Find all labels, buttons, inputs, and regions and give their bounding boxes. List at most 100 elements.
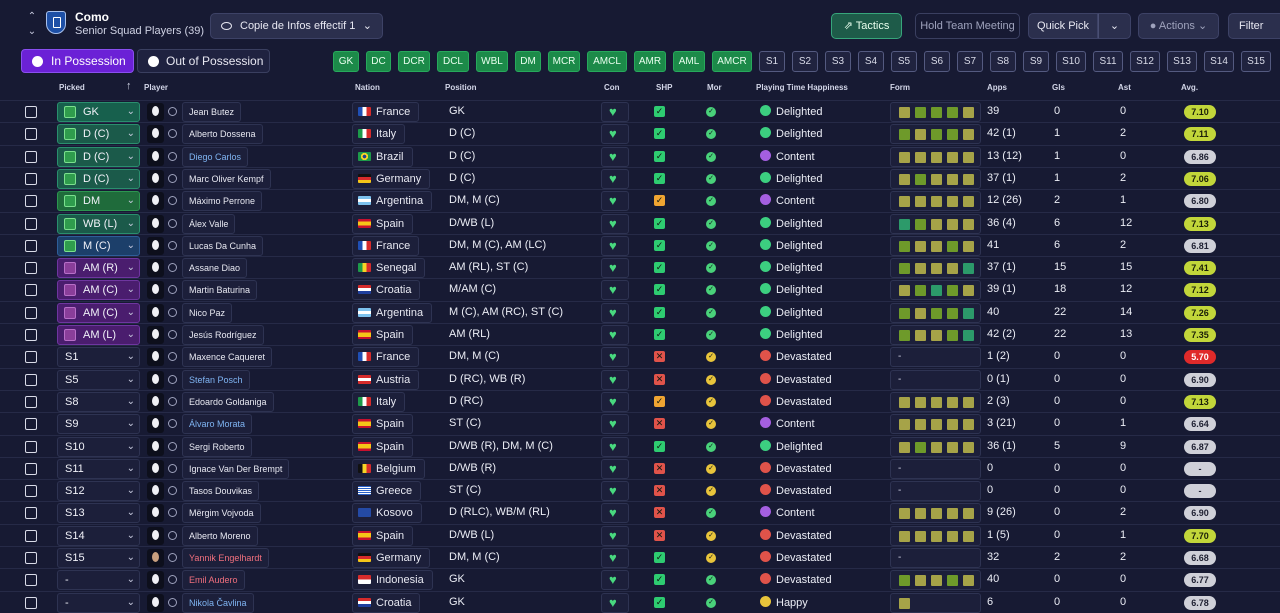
sub-position-chip[interactable]: S4 [858,51,884,72]
player-name[interactable]: Nico Paz [182,302,233,323]
row-checkbox[interactable] [25,552,37,564]
table-row[interactable]: S1 ⌄ Maxence Caqueret France DM, M (C) ♥ ✕ ✓ Dev… [0,345,1280,368]
nation-cell[interactable]: Senegal [352,258,426,279]
picked-selector[interactable]: D (C) ⌄ [57,124,140,145]
row-checkbox[interactable] [25,106,37,118]
sub-position-chip[interactable]: S9 [1023,51,1049,72]
row-checkbox[interactable] [25,418,37,431]
row-checkbox[interactable] [25,395,37,408]
col-position[interactable]: Position [445,83,477,92]
sub-position-chip[interactable]: S13 [1167,51,1197,72]
picked-selector[interactable]: AM (R) ⌄ [57,258,140,279]
row-checkbox[interactable] [25,217,37,230]
sub-position-chip[interactable]: S10 [1056,51,1086,72]
player-name[interactable]: Alberto Dossena [182,124,263,145]
col-ast[interactable]: Ast [1118,83,1131,92]
player-name[interactable]: Álvaro Morata [182,414,253,435]
position-chip[interactable]: GK [333,51,359,72]
row-checkbox[interactable] [25,373,37,386]
picked-selector[interactable]: S14 ⌄ [57,525,140,546]
picked-selector[interactable]: S11 ⌄ [57,458,140,479]
picked-selector[interactable]: AM (L) ⌄ [57,325,140,345]
table-row[interactable]: AM (R) ⌄ Assane Diao Senegal AM (RL), ST (C)… [0,256,1280,279]
sub-position-chip[interactable]: S7 [957,51,983,72]
filter-button[interactable]: Filter [1228,13,1280,39]
nation-cell[interactable]: Spain [352,525,414,546]
picked-selector[interactable]: D (C) ⌄ [57,146,140,167]
position-chip[interactable]: AMR [634,51,666,72]
row-checkbox[interactable] [25,440,37,453]
table-row[interactable]: - ⌄ Emil Audero Indonesia GK ♥ ✓ ✓ Devastated 40 0… [0,568,1280,591]
row-checkbox[interactable] [25,329,37,341]
table-row[interactable]: WB (L) ⌄ Álex Valle Spain D/WB (L) ♥ ✓ ✓ Delight… [0,211,1280,234]
nation-cell[interactable]: Spain [352,325,414,345]
player-name[interactable]: Jean Butez [182,102,242,122]
col-player[interactable]: Player [144,83,169,92]
sort-arrow-icon[interactable]: ↑ [126,80,132,92]
row-checkbox[interactable] [25,172,37,185]
row-checkbox[interactable] [25,596,37,609]
table-row[interactable]: M (C) ⌄ Lucas Da Cunha France DM, M (C), AM … [0,233,1280,256]
row-checkbox[interactable] [25,284,37,297]
picked-selector[interactable]: AM (C) ⌄ [57,280,140,301]
sub-position-chip[interactable]: S14 [1204,51,1234,72]
picked-selector[interactable]: M (C) ⌄ [57,235,140,256]
col-picked[interactable]: Picked [59,83,85,92]
nation-cell[interactable]: Croatia [352,592,421,613]
picked-selector[interactable]: - ⌄ [57,570,140,591]
table-row[interactable]: S5 ⌄ Stefan Posch Austria D (RC), WB (R) ♥ ✕ ✓ D… [0,367,1280,390]
sub-position-chip[interactable]: S3 [825,51,851,72]
row-checkbox[interactable] [25,128,37,141]
player-name[interactable]: Sergi Roberto [182,436,252,457]
col-playing-time-happiness[interactable]: Playing Time Happiness [756,83,848,92]
nation-cell[interactable]: Indonesia [352,570,433,591]
col-shp[interactable]: SHP [656,83,673,92]
player-name[interactable]: Marc Oliver Kempf [182,168,271,189]
nation-cell[interactable]: Spain [352,414,414,435]
player-name[interactable]: Ignace Van Der Brempt [182,458,290,479]
sub-position-chip[interactable]: S15 [1241,51,1271,72]
picked-selector[interactable]: S10 ⌄ [57,436,140,457]
player-name[interactable]: Mërgim Vojvoda [182,503,261,524]
picked-selector[interactable]: S13 ⌄ [57,503,140,524]
view-selector[interactable]: Copie de Infos effectif 1 ⌄ [210,13,383,39]
player-name[interactable]: Tasos Douvikas [182,481,260,502]
col-con[interactable]: Con [604,83,620,92]
nation-cell[interactable]: Italy [352,124,406,145]
picked-selector[interactable]: S15 ⌄ [57,548,140,568]
player-name[interactable]: Yannik Engelhardt [182,548,269,568]
chevron-down-icon[interactable]: ⌄ [27,26,37,37]
sub-position-chip[interactable]: S6 [924,51,950,72]
table-row[interactable]: GK ⌄ Jean Butez France GK ♥ ✓ ✓ Delighted 39 0 0 7.1… [0,100,1280,122]
picked-selector[interactable]: S12 ⌄ [57,481,140,502]
player-name[interactable]: Diego Carlos [182,146,249,167]
table-row[interactable]: S15 ⌄ Yannik Engelhardt Germany DM, M (C) ♥ ✓ ✓… [0,546,1280,568]
nation-cell[interactable]: Argentina [352,302,433,323]
row-checkbox[interactable] [25,529,37,542]
row-checkbox[interactable] [25,195,37,208]
sub-position-chip[interactable]: S11 [1093,51,1123,72]
quick-pick-dropdown[interactable]: ⌄ [1098,13,1131,39]
table-row[interactable]: D (C) ⌄ Marc Oliver Kempf Germany D (C) ♥ ✓ ✓ De… [0,166,1280,189]
club-name[interactable]: Como [75,10,109,24]
table-row[interactable]: S8 ⌄ Edoardo Goldaniga Italy D (RC) ♥ ✓ ✓ Devast… [0,389,1280,412]
picked-selector[interactable]: S1 ⌄ [57,347,140,368]
table-row[interactable]: S9 ⌄ Álvaro Morata Spain ST (C) ♥ ✕ ✓ Content 3 (… [0,412,1280,435]
player-name[interactable]: Jesús Rodríguez [182,325,264,345]
table-row[interactable]: AM (L) ⌄ Jesús Rodríguez Spain AM (RL) ♥ ✓ ✓ Del… [0,323,1280,345]
position-chip[interactable]: AML [673,51,705,72]
tactics-button[interactable]: ⇗ Tactics [831,13,902,39]
player-name[interactable]: Edoardo Goldaniga [182,391,274,412]
sub-position-chip[interactable]: S2 [792,51,818,72]
row-checkbox[interactable] [25,239,37,252]
col-nation[interactable]: Nation [355,83,380,92]
hold-team-meeting-button[interactable]: Hold Team Meeting [915,13,1020,39]
row-checkbox[interactable] [25,485,37,498]
table-row[interactable]: S13 ⌄ Mërgim Vojvoda Kosovo D (RLC), WB/M (R… [0,501,1280,524]
row-checkbox[interactable] [25,462,37,475]
col-form[interactable]: Form [890,83,910,92]
picked-selector[interactable]: WB (L) ⌄ [57,213,140,234]
position-chip[interactable]: DCR [398,51,430,72]
quick-pick-button[interactable]: Quick Pick [1028,13,1098,39]
col-mor[interactable]: Mor [707,83,722,92]
